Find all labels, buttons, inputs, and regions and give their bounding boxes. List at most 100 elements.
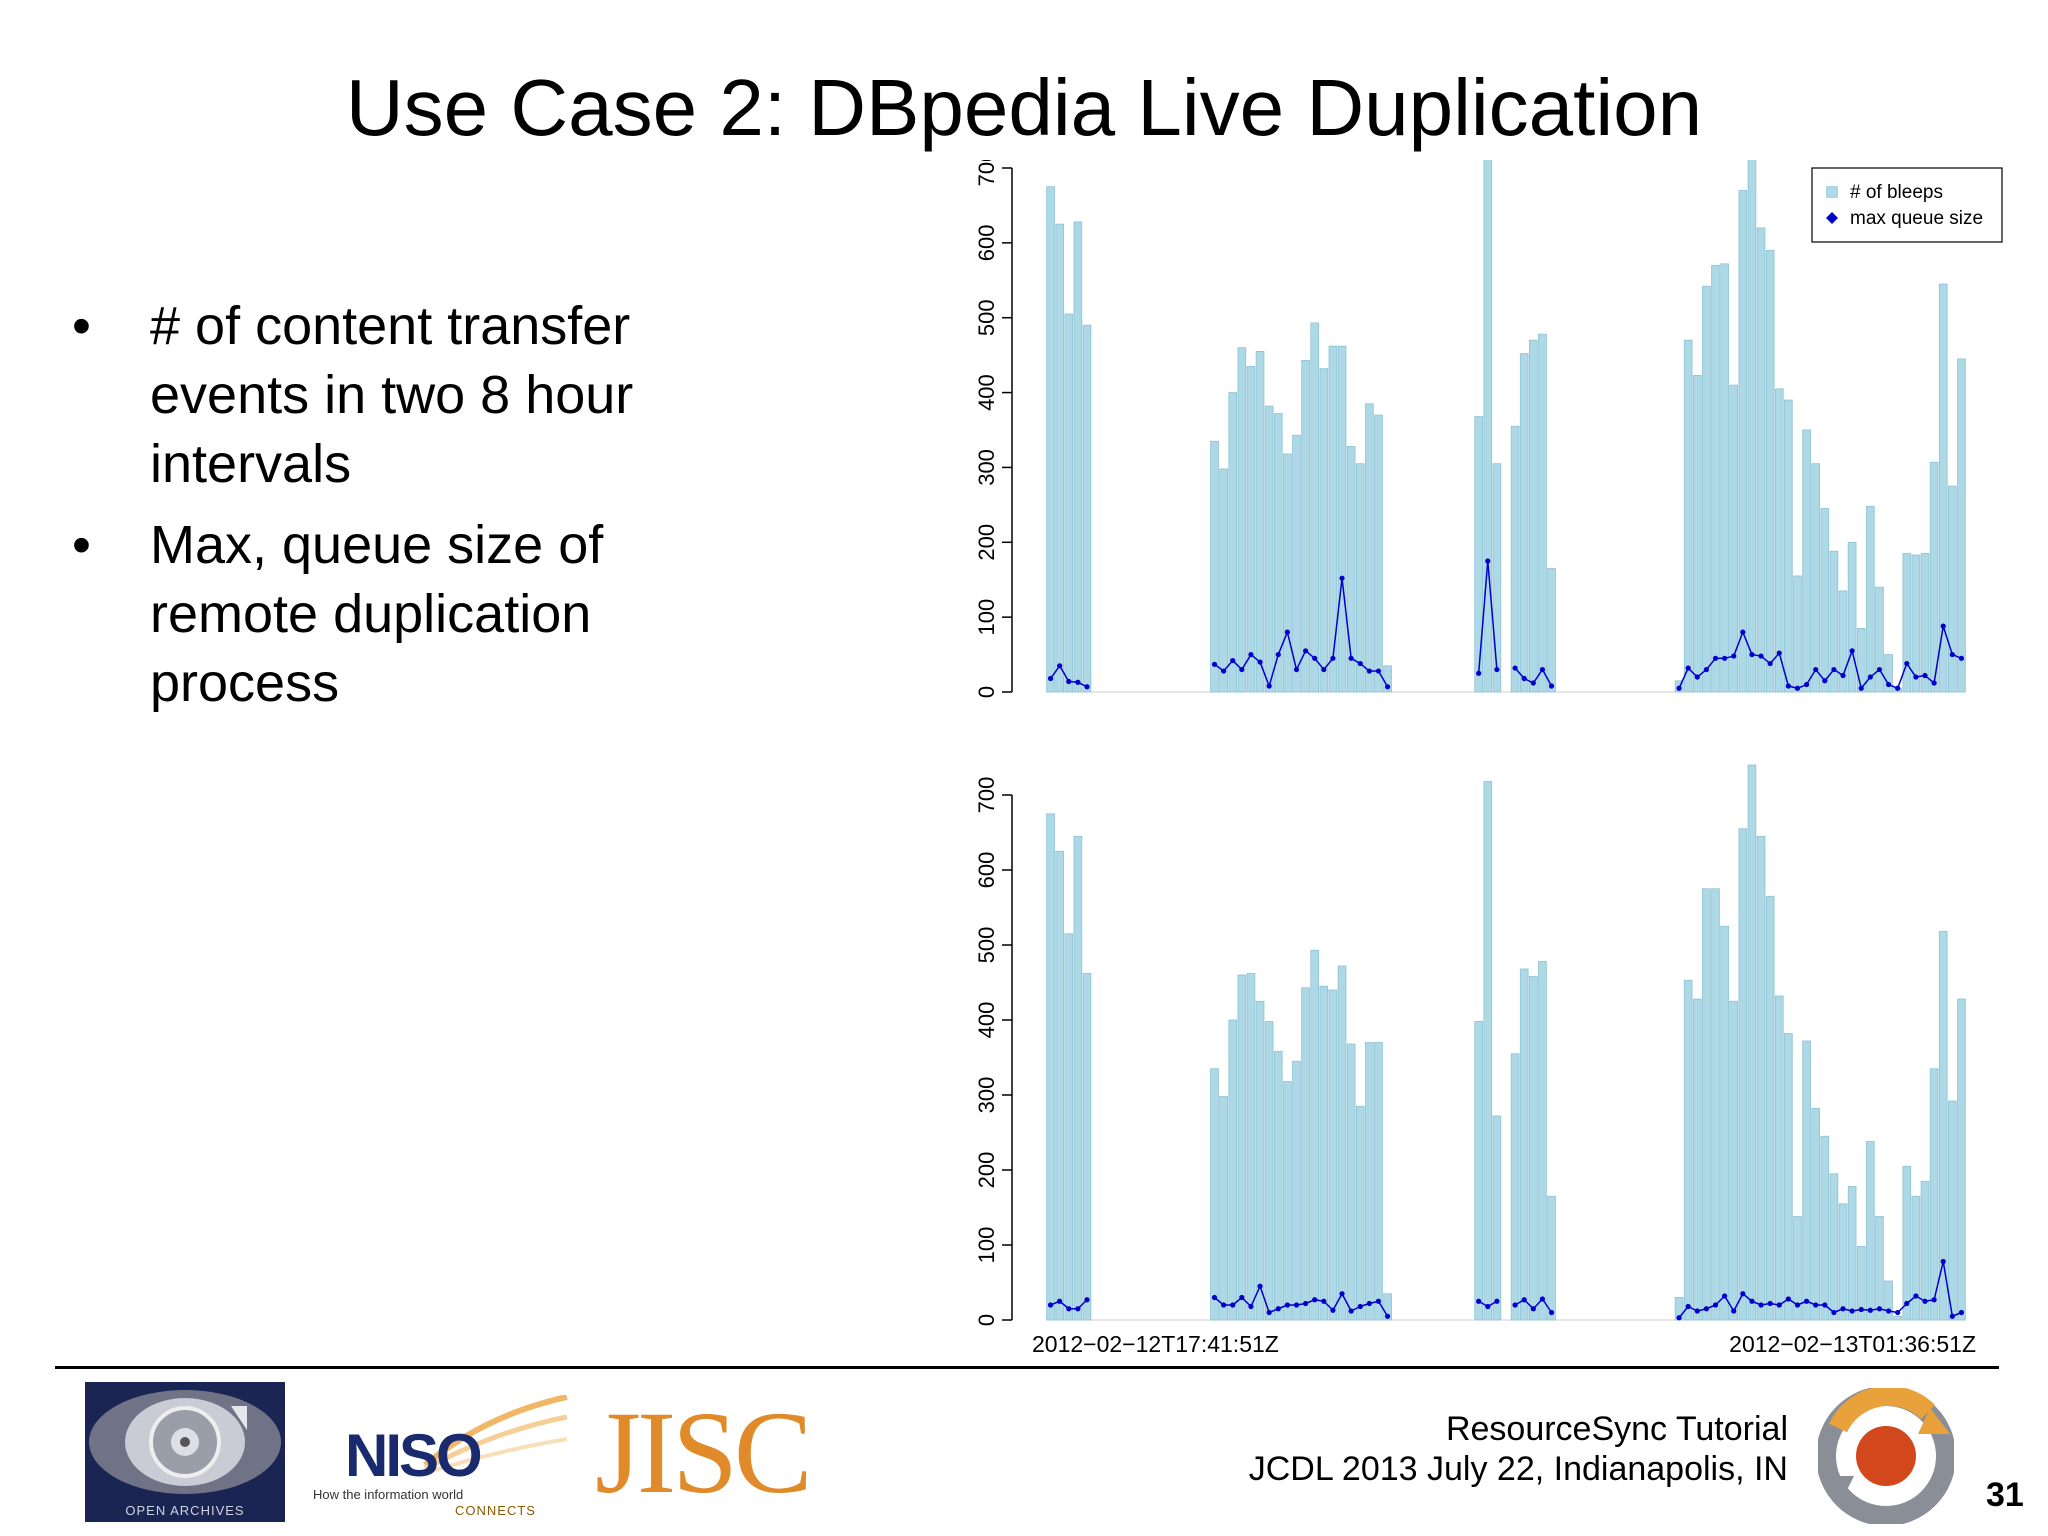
bar [1219, 468, 1228, 693]
bar [1929, 461, 1939, 693]
queue-line-segment [1851, 650, 1862, 689]
bar [1328, 989, 1338, 1321]
bar [1856, 1246, 1866, 1321]
charts-container: 0 100 200 300 400 500 600 700 # of bleeps max que… [974, 160, 2003, 1357]
niso-tagline-connects: CONNECTS [455, 1503, 536, 1518]
bar [1319, 985, 1329, 1321]
queue-line-segment [1541, 669, 1553, 687]
queue-point [1895, 685, 1901, 691]
y-tick-label: 0 [974, 686, 999, 698]
bar [1246, 973, 1256, 1321]
bar [1283, 1081, 1292, 1321]
bar [1310, 322, 1320, 693]
bar [1738, 828, 1748, 1321]
bar [1529, 976, 1538, 1321]
bar [1292, 1060, 1301, 1321]
bar [1948, 1100, 1957, 1321]
bar [1483, 781, 1493, 1321]
bar [1938, 931, 1948, 1321]
bar [1838, 1203, 1848, 1321]
queue-line-segment [1733, 1293, 1744, 1312]
queue-line-segment [1541, 1298, 1553, 1313]
bullet-item: Max, queue size of remote duplication pr… [64, 511, 744, 718]
bar [1337, 345, 1347, 693]
queue-line-segment [1896, 663, 1908, 689]
bar [1492, 1115, 1502, 1321]
queue-line-segment [1286, 631, 1298, 670]
bar [1802, 1040, 1811, 1321]
bar [1847, 541, 1857, 693]
bar [1073, 835, 1083, 1321]
bar [1875, 586, 1884, 693]
queue-line-segment [1341, 1293, 1352, 1312]
bar [1547, 1195, 1556, 1321]
bar [1237, 347, 1247, 693]
queue-point [1731, 653, 1737, 659]
legend-label: max queue size [1850, 208, 1983, 229]
bar [1747, 764, 1757, 1321]
bar [1774, 995, 1784, 1321]
bar [1264, 405, 1274, 693]
queue-line-segment [1487, 560, 1498, 670]
bar [1210, 1068, 1219, 1321]
bar [1082, 973, 1092, 1321]
x-tick-label: 2012−02−12T17:41:51Z [1032, 1331, 1279, 1357]
queue-line-segment [1049, 665, 1061, 679]
bar [1729, 1000, 1739, 1321]
bar [1784, 399, 1793, 693]
bar [1319, 368, 1329, 693]
bar [1255, 1000, 1265, 1321]
y-tick-label: 500 [974, 927, 999, 964]
footer-divider [55, 1366, 1999, 1369]
bar [1273, 1051, 1283, 1321]
queue-line-segment [1277, 631, 1289, 655]
queue-line-segment [1878, 669, 1890, 685]
bar [1355, 1105, 1365, 1321]
bar [1046, 186, 1055, 693]
queue-line-segment [1241, 654, 1252, 670]
queue-line-segment [1341, 578, 1352, 659]
legend: # of bleeps max queue size [1811, 167, 2003, 243]
bar [1492, 463, 1502, 693]
bar [1073, 221, 1083, 693]
bar [1747, 160, 1757, 693]
bar [1529, 339, 1538, 693]
y-tick-label: 700 [974, 160, 999, 186]
bar [1683, 339, 1693, 693]
bar [1829, 1173, 1839, 1321]
bar [1756, 835, 1766, 1321]
bar [1692, 374, 1702, 693]
queue-line-segment [1259, 661, 1270, 687]
bar [1328, 345, 1338, 693]
bar [1519, 353, 1529, 693]
queue-line-segment [1477, 560, 1489, 674]
y-tick-label: 300 [974, 449, 999, 486]
bar [1337, 965, 1347, 1321]
queue-point [1266, 683, 1272, 689]
legend-label: # of bleeps [1850, 182, 1943, 203]
bar [1310, 949, 1320, 1321]
queue-line-segment [1733, 631, 1744, 657]
queue-line-segment [1778, 652, 1790, 687]
bar [1774, 388, 1784, 693]
bar [1820, 508, 1830, 693]
bar [1957, 998, 1966, 1321]
y-tick-label: 0 [974, 1314, 999, 1326]
queue-line-segment [1723, 1295, 1735, 1312]
bar [1911, 554, 1921, 693]
bar [1228, 1019, 1238, 1321]
bar [1884, 1280, 1893, 1321]
queue-point [1221, 1302, 1227, 1308]
queue-line-segment [1377, 670, 1389, 688]
bar [1920, 553, 1930, 693]
chart-panel-2: 0 100 200 300 400 500 600 700 2012−02−12T17:41:5… [974, 764, 1976, 1357]
queue-line-segment [1377, 1300, 1389, 1317]
queue-point [1330, 655, 1336, 661]
bar [1355, 463, 1365, 693]
bar [1082, 324, 1092, 693]
bar [1301, 359, 1310, 693]
queue-point [1084, 1297, 1090, 1303]
bar [1929, 1068, 1939, 1321]
y-tick-label: 600 [974, 224, 999, 261]
bar [1510, 425, 1520, 693]
